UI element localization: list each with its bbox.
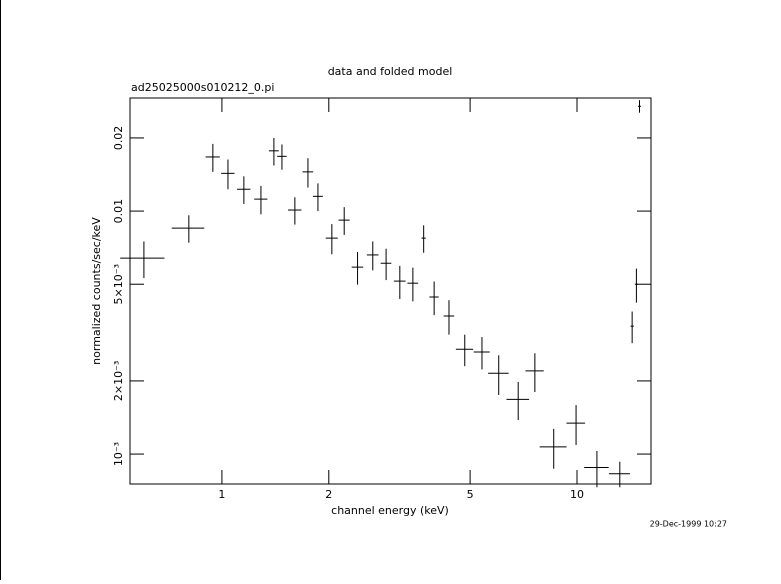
x-axis-label: channel energy (keV) bbox=[331, 504, 449, 517]
chart-subtitle: ad25025000s010212_0.pi bbox=[131, 81, 274, 94]
plot-frame bbox=[129, 97, 652, 485]
y-tick-label: 2×10⁻³ bbox=[112, 361, 125, 401]
x-tick-label: 10 bbox=[570, 488, 584, 501]
y-tick-label: 10⁻³ bbox=[112, 442, 125, 466]
x-tick-label: 1 bbox=[218, 488, 225, 501]
y-tick-label: 0.01 bbox=[112, 199, 125, 224]
y-axis-label: normalized counts/sec/keV bbox=[90, 217, 103, 365]
chart-title: data and folded model bbox=[328, 65, 453, 78]
timestamp: 29-Dec-1999 10:27 bbox=[650, 520, 727, 529]
y-tick-label: 5×10⁻³ bbox=[112, 264, 125, 304]
y-tick-label: 0.02 bbox=[112, 126, 125, 151]
x-tick-label: 2 bbox=[325, 488, 332, 501]
x-tick-label: 5 bbox=[467, 488, 474, 501]
